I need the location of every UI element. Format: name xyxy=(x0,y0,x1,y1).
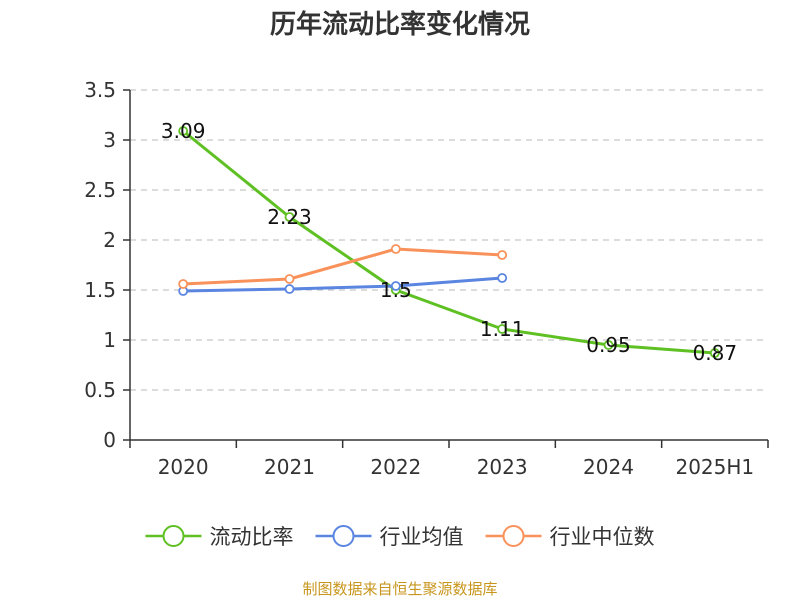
y-tick-label: 0.5 xyxy=(84,378,116,402)
series-line xyxy=(183,247,503,286)
data-label: 0.87 xyxy=(693,341,738,365)
data-labels: 3.09 2.23 1.5 1.11 0.95 0.87 xyxy=(161,119,737,365)
data-point xyxy=(178,126,189,136)
x-tick-label: 2021 xyxy=(264,455,315,479)
x-tick-label: 2020 xyxy=(158,455,209,479)
data-point xyxy=(497,273,508,283)
data-point xyxy=(284,274,295,284)
x-tick-label: 2024 xyxy=(583,455,634,479)
y-tick-label: 0 xyxy=(103,428,116,452)
data-label: 1.11 xyxy=(480,317,525,341)
data-point xyxy=(390,281,401,291)
series-line xyxy=(183,276,503,293)
x-tick-label: 2023 xyxy=(477,455,528,479)
data-label: 2.23 xyxy=(267,205,312,229)
x-axis-ticks: 2020 2021 2022 2023 2024 2025H1 xyxy=(129,440,769,479)
data-label: 3.09 xyxy=(161,119,206,143)
x-tick-label: 2025H1 xyxy=(675,455,754,479)
legend-label: 流动比率 xyxy=(210,525,294,549)
data-point xyxy=(603,340,614,350)
x-tick-label: 2022 xyxy=(370,455,421,479)
y-tick-label: 1 xyxy=(103,328,116,352)
y-tick-label: 1.5 xyxy=(84,278,116,302)
data-point xyxy=(497,324,508,334)
data-point xyxy=(178,279,189,289)
legend-marker xyxy=(332,525,355,547)
data-point xyxy=(284,284,295,294)
legend-marker xyxy=(502,525,525,547)
y-tick-label: 3 xyxy=(103,128,116,152)
grid-lines xyxy=(130,89,768,391)
legend-marker xyxy=(162,525,185,547)
data-label: 0.95 xyxy=(586,333,631,357)
series-group xyxy=(178,126,720,358)
data-label: 1.5 xyxy=(380,278,412,302)
data-point xyxy=(390,244,401,254)
y-tick-label: 2 xyxy=(103,228,116,252)
y-tick-label: 3.5 xyxy=(84,78,116,102)
series-line xyxy=(182,129,715,355)
axes xyxy=(129,90,768,441)
legend: 流动比率 行业均值 行业中位数 xyxy=(145,525,655,549)
source-note: 制图数据来自恒生聚源数据库 xyxy=(302,580,498,598)
y-axis-ticks: 0 0.5 1 1.5 2 2.5 3 3.5 xyxy=(84,78,130,452)
legend-label: 行业均值 xyxy=(380,525,464,549)
y-tick-label: 2.5 xyxy=(84,178,116,202)
legend-label: 行业中位数 xyxy=(550,525,655,549)
data-point xyxy=(497,250,508,260)
chart-title: 历年流动比率变化情况 xyxy=(269,10,530,40)
data-point xyxy=(284,212,295,222)
data-point xyxy=(709,348,720,358)
